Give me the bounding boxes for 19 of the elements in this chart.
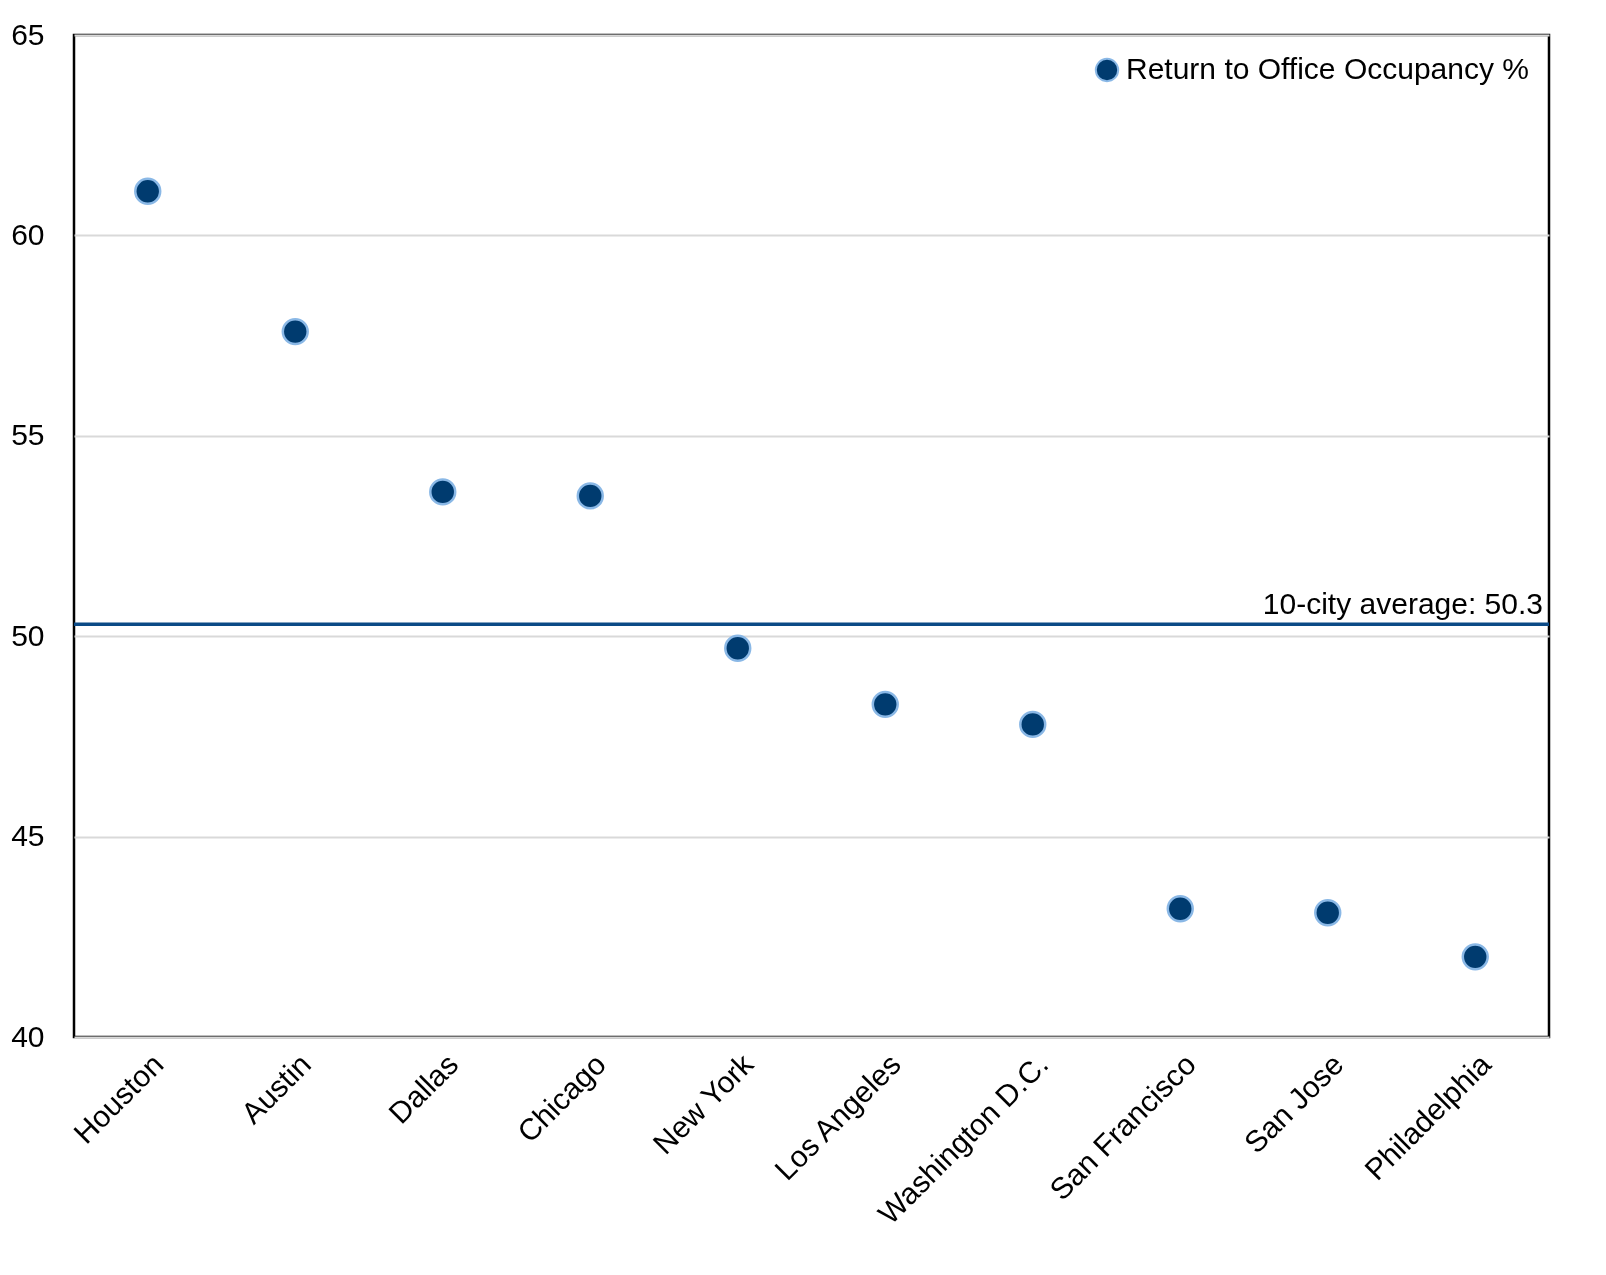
y-tick-label: 50	[11, 618, 45, 652]
y-tick-label: 40	[11, 1019, 45, 1053]
point	[576, 482, 604, 510]
x-tick-label: San Jose	[1237, 1047, 1350, 1160]
point	[1019, 710, 1047, 739]
point	[724, 634, 752, 662]
point	[134, 177, 162, 205]
y-tick-label: 65	[11, 17, 45, 51]
point	[429, 478, 457, 506]
y-tick-label: 60	[11, 217, 45, 251]
point	[1461, 943, 1489, 971]
point	[281, 317, 309, 346]
y-tick-label: 45	[11, 819, 45, 853]
y-tick-label: 55	[11, 418, 45, 452]
ref-line-label: 10-city average: 50.3	[1262, 587, 1543, 621]
point	[1314, 899, 1342, 927]
point	[1166, 895, 1194, 923]
legend-label: Return to Office Occupancy %	[1126, 52, 1529, 85]
point	[871, 690, 899, 719]
